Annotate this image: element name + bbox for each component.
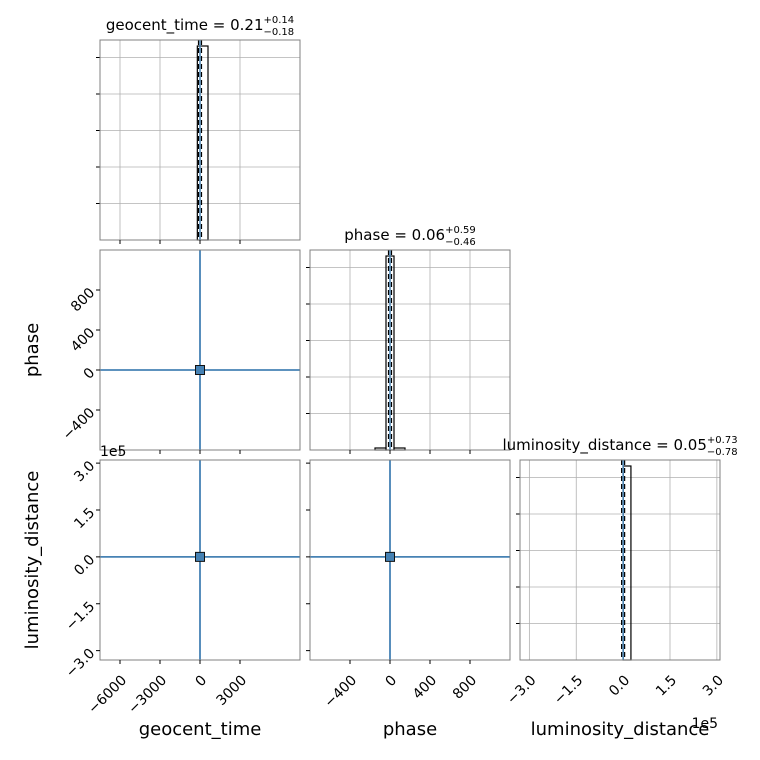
title-plus: +0.73: [707, 435, 738, 446]
hist-panel-geocent_time: [96, 39, 301, 244]
x-tick-label: 800: [450, 672, 480, 702]
title-param-name: luminosity_distance: [502, 436, 651, 455]
y-offset-label: 1e5: [100, 444, 126, 460]
hist-panel-luminosity_distance: [516, 459, 721, 661]
truth-marker: [196, 552, 204, 561]
panel-title-luminosity_distance: luminosity_distance = 0.05+0.73: [502, 435, 737, 455]
title-minus: −0.18: [264, 27, 295, 38]
title-median: 0.21: [230, 16, 263, 34]
y-tick-label: −3.0: [63, 646, 98, 681]
y-tick-label: −400: [60, 405, 99, 444]
x-tick-label: −3.0: [504, 672, 539, 707]
title-equals: =: [390, 226, 412, 244]
title-median: 0.05: [674, 436, 707, 454]
hist-panel-phase: [306, 249, 511, 454]
y-tick-label: −1.5: [63, 599, 98, 634]
x-tick-label: −6000: [85, 672, 130, 717]
y-tick-label: 1.5: [71, 505, 98, 532]
x-tick-label: 0: [192, 672, 210, 690]
panel-title-phase: phase = 0.06+0.59: [344, 225, 475, 244]
title-minus: −0.46: [445, 237, 476, 248]
title-plus: +0.14: [264, 15, 295, 26]
x-tick-label: −400: [322, 672, 361, 711]
scatter-panel-phase-luminosity_distance: [306, 459, 511, 664]
title-param-name: geocent_time: [106, 16, 208, 35]
title-param-name: phase: [344, 226, 389, 244]
y-tick-label: 3.0: [71, 458, 98, 485]
panel-frame: [519, 459, 721, 661]
panel-frame: [309, 249, 511, 451]
y-axis-label-phase: phase: [22, 323, 43, 377]
y-tick-label: 0: [81, 365, 99, 383]
x-tick-label: 0.0: [606, 672, 633, 699]
title-plus: +0.59: [445, 225, 476, 236]
x-tick-label: 3.0: [700, 672, 727, 699]
x-tick-label: 0: [382, 672, 400, 690]
x-axis-label-luminosity_distance: luminosity_distance: [531, 719, 710, 740]
title-median: 0.06: [412, 226, 445, 244]
x-tick-label: 3000: [214, 672, 251, 709]
y-axis-label-luminosity_distance: luminosity_distance: [22, 471, 43, 650]
truth-marker: [196, 366, 204, 374]
y-tick-label: 0.0: [71, 552, 98, 579]
panel-title-geocent_time: geocent_time = 0.21+0.14: [106, 15, 294, 35]
x-tick-label: −3000: [125, 672, 170, 717]
x-tick-label: −1.5: [551, 672, 586, 707]
x-tick-label: 1.5: [653, 672, 680, 699]
y-tick-label: 800: [68, 285, 98, 315]
scatter-panel-geocent_time-luminosity_distance: [96, 459, 301, 664]
scatter-panel-geocent_time-phase: [96, 249, 301, 454]
panel-frame: [309, 459, 511, 661]
x-tick-label: 400: [410, 672, 440, 702]
title-equals: =: [208, 16, 230, 34]
title-equals: =: [651, 436, 673, 454]
title-minus: −0.78: [707, 447, 738, 458]
x-axis-label-geocent_time: geocent_time: [139, 719, 262, 740]
y-tick-label: 400: [68, 325, 98, 355]
x-offset-label: 1e5: [692, 716, 718, 732]
truth-marker: [386, 552, 394, 561]
x-axis-label-phase: phase: [383, 719, 437, 740]
